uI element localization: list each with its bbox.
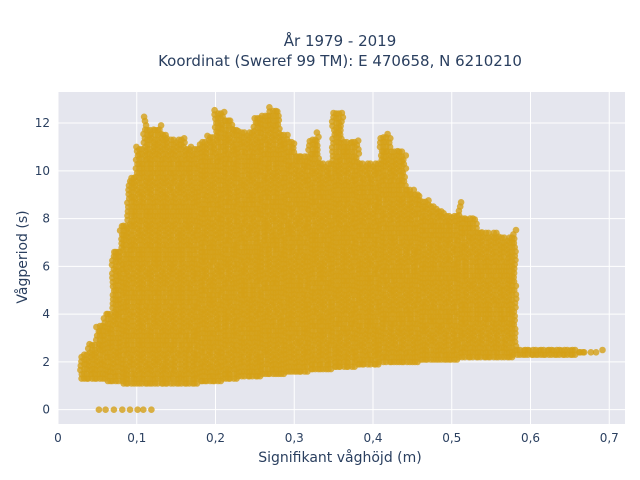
data-point	[110, 406, 118, 414]
data-point	[91, 351, 99, 359]
data-point	[457, 199, 465, 206]
data-point	[83, 356, 91, 363]
data-point	[140, 113, 148, 121]
data-point	[99, 351, 106, 359]
data-point	[162, 131, 169, 139]
data-point	[91, 370, 99, 378]
data-point	[83, 351, 91, 359]
data-point	[99, 341, 106, 349]
data-point	[280, 131, 288, 139]
data-point	[134, 406, 141, 414]
data-point	[91, 341, 99, 349]
data-point	[99, 365, 106, 373]
data-point	[99, 337, 106, 344]
data-point	[140, 406, 147, 414]
data-point	[157, 122, 165, 129]
data-point	[107, 368, 114, 375]
data-point	[91, 346, 99, 354]
chart-title-line1: År 1979 - 2019	[284, 31, 397, 50]
data-point	[154, 126, 162, 134]
data-point	[99, 322, 106, 330]
data-point	[217, 110, 225, 117]
data-point	[99, 361, 106, 368]
data-point	[107, 358, 114, 366]
data-point	[225, 117, 232, 124]
data-point	[313, 129, 321, 136]
data-point	[599, 346, 606, 354]
data-point	[102, 406, 109, 414]
data-point	[512, 226, 520, 234]
data-point	[83, 365, 91, 373]
data-point	[83, 361, 91, 368]
data-point	[99, 356, 106, 363]
data-point	[91, 365, 99, 373]
chart-title-line2: Koordinat (Sweref 99 TM): E 470658, N 62…	[158, 52, 522, 70]
data-point	[107, 363, 114, 371]
data-point	[99, 332, 106, 339]
data-point	[148, 406, 155, 414]
data-point	[91, 356, 99, 363]
data-point	[91, 361, 99, 368]
data-point	[99, 327, 106, 335]
data-point	[272, 107, 280, 115]
data-point	[91, 375, 99, 382]
data-point	[95, 406, 103, 414]
data-point	[99, 370, 106, 378]
data-point	[107, 372, 114, 380]
data-point	[107, 377, 114, 385]
data-point	[178, 136, 185, 144]
data-point	[126, 406, 134, 414]
data-point	[83, 375, 91, 382]
data-point	[119, 406, 126, 414]
data-point	[99, 375, 106, 382]
data-points	[77, 104, 606, 414]
data-point	[99, 346, 106, 354]
data-point	[83, 370, 91, 378]
